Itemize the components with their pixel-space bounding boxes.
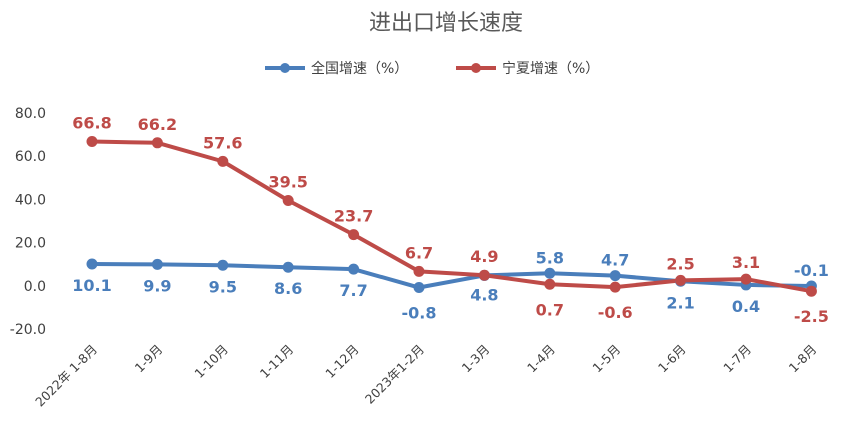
data-point [413,265,425,277]
x-tick-label: 1-4月 [524,342,558,376]
series-layer: 10.1 9.9 9.5 8.6 7.7 -0.8 4.8 5.8 4.7 2.1 0.4 -0.1 6… [72,114,829,327]
data-label: 4.9 [470,247,498,266]
y-tick-label: 0.0 [24,279,46,295]
y-tick-label: 40.0 [15,192,46,208]
legend-marker-ningxia [471,63,481,73]
data-label: 9.9 [143,276,171,295]
data-label: 57.6 [203,133,242,152]
x-tick-label: 1-9月 [132,342,166,376]
x-tick-label: 1-6月 [655,342,689,376]
legend-label-ningxia: 宁夏增速（%） [502,60,599,77]
data-point [544,267,556,279]
data-label: 66.8 [72,114,111,133]
x-tick-label: 2022年 1-8月 [32,342,100,410]
data-label: 23.7 [334,207,373,226]
data-label: 2.5 [666,254,694,273]
data-label: -2.5 [794,307,829,326]
data-label: 39.5 [268,172,307,191]
chart-title: 进出口增长速度 [369,11,523,36]
data-point [282,261,294,273]
data-point [348,263,360,275]
data-label: -0.1 [794,261,829,280]
data-point [805,285,817,297]
legend-marker-national [280,63,290,73]
data-label: 4.8 [470,285,498,304]
data-point [740,273,752,285]
data-label: 0.4 [732,297,760,316]
data-label: 6.7 [405,243,433,262]
x-tick-label: 1-10月 [191,342,231,382]
x-tick-label: 1-8月 [786,342,820,376]
data-label: 8.6 [274,279,302,298]
y-axis: -20.0 0.0 20.0 40.0 60.0 80.0 [10,106,46,338]
data-label: -0.8 [402,304,437,323]
data-label: -0.6 [598,303,633,322]
data-point [348,229,360,241]
data-point [413,282,425,294]
x-tick-label: 1-5月 [589,342,623,376]
data-label: 2.1 [666,293,694,312]
data-point [86,136,98,148]
y-tick-label: 80.0 [15,106,46,122]
data-label: 10.1 [72,276,111,295]
y-tick-label: -20.0 [10,322,46,338]
data-point [151,258,163,270]
y-tick-label: 60.0 [15,149,46,165]
x-tick-label: 1-11月 [257,342,297,382]
series-line-0 [90,261,814,290]
x-tick-label: 1-3月 [459,342,493,376]
x-tick-label: 1-7月 [720,342,754,376]
legend: 全国增速（%） 宁夏增速（%） [265,60,599,77]
data-point [609,270,621,282]
data-label: 5.8 [536,248,564,267]
x-tick-label: 1-12月 [322,342,362,382]
data-point [544,278,556,290]
data-point [282,194,294,206]
data-point [478,269,490,281]
data-point [675,274,687,286]
data-point [217,259,229,271]
series-line-1 [90,139,814,294]
data-label: 9.5 [209,277,237,296]
y-tick-label: 20.0 [15,236,46,252]
data-point [217,155,229,167]
data-label: 7.7 [339,281,367,300]
data-point [86,258,98,270]
data-label: 3.1 [732,253,760,272]
data-label: 66.2 [138,115,177,134]
data-point [151,137,163,149]
x-axis: 2022年 1-8月 1-9月 1-10月 1-11月 1-12月 2023年1-2月 1-… [32,342,819,410]
data-point [609,281,621,293]
data-label: 0.7 [536,300,564,319]
legend-label-national: 全国增速（%） [311,60,408,77]
data-label: 4.7 [601,251,629,270]
x-tick-label: 2023年1-2月 [362,342,427,407]
